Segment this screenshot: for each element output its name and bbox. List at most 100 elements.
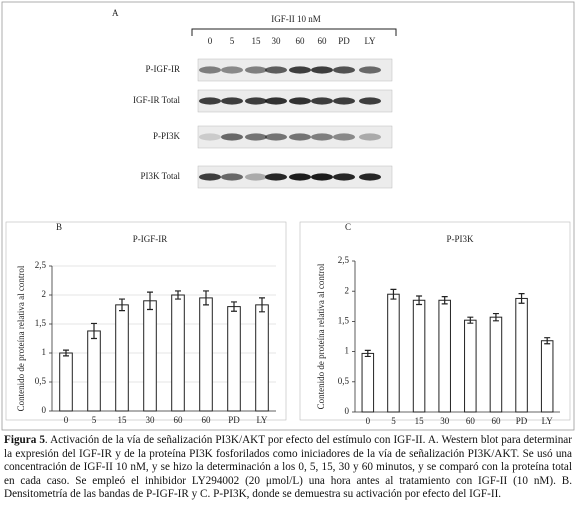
blot-band bbox=[359, 173, 381, 181]
y-tick-label: 1 bbox=[345, 346, 350, 356]
lane-label: 30 bbox=[272, 36, 282, 46]
panel-label: C bbox=[345, 222, 351, 232]
lane-label: LY bbox=[364, 36, 376, 46]
x-tick-label: 30 bbox=[146, 415, 156, 425]
blot-band bbox=[333, 97, 355, 105]
panel-label: B bbox=[56, 222, 62, 232]
y-tick-label: 2,5 bbox=[35, 260, 47, 270]
blot-band bbox=[359, 133, 381, 141]
y-axis-label: Contenido de proteína relativa al contro… bbox=[16, 265, 26, 411]
bar bbox=[412, 299, 426, 413]
blot-band bbox=[311, 66, 333, 74]
blot-band bbox=[289, 66, 311, 74]
y-tick-label: 1,5 bbox=[35, 318, 47, 328]
x-tick-label: LY bbox=[542, 416, 554, 426]
lane-label: 0 bbox=[208, 36, 213, 46]
error-bar bbox=[390, 288, 397, 300]
error-bar bbox=[91, 322, 97, 340]
x-tick-label: 60 bbox=[466, 416, 476, 426]
y-tick-label: 2 bbox=[42, 289, 47, 299]
blot-band bbox=[265, 66, 287, 74]
x-tick-label: 15 bbox=[415, 416, 425, 426]
error-bar bbox=[175, 290, 181, 300]
x-tick-label: LY bbox=[256, 415, 268, 425]
error-bar bbox=[203, 290, 209, 306]
error-bar bbox=[467, 316, 474, 324]
error-bar bbox=[119, 298, 125, 312]
y-tick-label: 1,5 bbox=[338, 315, 350, 325]
figure-frame bbox=[1, 1, 575, 431]
x-tick-label: PD bbox=[516, 416, 528, 426]
x-tick-label: 60 bbox=[202, 415, 212, 425]
blot-band bbox=[359, 97, 381, 105]
bar bbox=[464, 319, 477, 413]
bar bbox=[387, 293, 400, 413]
x-tick-label: 15 bbox=[118, 415, 128, 425]
blot-band bbox=[245, 173, 267, 181]
error-bar bbox=[147, 291, 153, 311]
blot-band bbox=[221, 66, 243, 74]
bar bbox=[361, 352, 375, 413]
error-bar bbox=[492, 312, 499, 322]
figure-caption: Figura 5. Activación de la vía de señali… bbox=[4, 434, 572, 502]
x-tick-label: 60 bbox=[174, 415, 184, 425]
error-bar bbox=[441, 296, 448, 305]
blot-band bbox=[359, 66, 381, 74]
blot-band bbox=[333, 173, 355, 181]
bar bbox=[540, 340, 554, 413]
lane-label: 60 bbox=[318, 36, 328, 46]
bar bbox=[87, 330, 101, 412]
bar bbox=[227, 306, 241, 412]
x-tick-label: 60 bbox=[491, 416, 501, 426]
blot-band bbox=[245, 133, 267, 141]
blot-band bbox=[333, 66, 355, 74]
bar bbox=[199, 297, 213, 412]
error-bar bbox=[364, 349, 371, 358]
blot-band bbox=[265, 133, 287, 141]
bar bbox=[143, 300, 157, 412]
x-tick-label: PD bbox=[228, 415, 240, 425]
bar bbox=[438, 299, 451, 413]
x-tick-label: 0 bbox=[64, 415, 69, 425]
y-tick-label: 0,5 bbox=[338, 376, 350, 386]
chart-title: P-IGF-IR bbox=[133, 234, 168, 244]
blot-band bbox=[199, 97, 221, 105]
blot-band bbox=[311, 173, 333, 181]
y-tick-label: 0,5 bbox=[35, 376, 47, 386]
blot-band bbox=[311, 133, 333, 141]
x-tick-label: 0 bbox=[366, 416, 371, 426]
treatment-label: IGF-II 10 nM bbox=[271, 14, 321, 24]
y-tick-label: 0 bbox=[345, 406, 350, 416]
bar bbox=[489, 316, 503, 413]
error-bar bbox=[518, 293, 525, 304]
x-tick-label: 5 bbox=[92, 415, 97, 425]
error-bar bbox=[231, 301, 237, 312]
x-tick-label: 30 bbox=[440, 416, 450, 426]
blot-band bbox=[221, 97, 243, 105]
lane-label: 60 bbox=[296, 36, 306, 46]
blot-band bbox=[199, 173, 221, 181]
treatment-bracket bbox=[191, 28, 397, 36]
y-tick-label: 1 bbox=[42, 347, 47, 357]
blot-band bbox=[289, 133, 311, 141]
panel-frame bbox=[299, 221, 571, 421]
caption-label: Figura 5 bbox=[4, 434, 45, 446]
bar bbox=[515, 297, 528, 413]
figure: A IGF-II 10 nM 0 5 15 30 60 60 PD LYP-IGF-IRIGF… bbox=[1, 1, 575, 431]
blot-band bbox=[245, 66, 267, 74]
error-bar bbox=[63, 349, 69, 357]
bar bbox=[115, 304, 129, 412]
blot-band bbox=[311, 97, 333, 105]
lane-label: 15 bbox=[252, 36, 262, 46]
panel-frame bbox=[5, 221, 287, 421]
row-label: PI3K Total bbox=[141, 171, 181, 181]
x-tick-label: 5 bbox=[391, 416, 396, 426]
row-label: IGF-IR Total bbox=[133, 95, 180, 105]
blot-band bbox=[199, 66, 221, 74]
row-label: P-PI3K bbox=[153, 131, 181, 141]
lane-label: 5 bbox=[230, 36, 235, 46]
lane-label: PD bbox=[338, 36, 350, 46]
error-bar bbox=[416, 295, 423, 306]
blot-band bbox=[333, 133, 355, 141]
